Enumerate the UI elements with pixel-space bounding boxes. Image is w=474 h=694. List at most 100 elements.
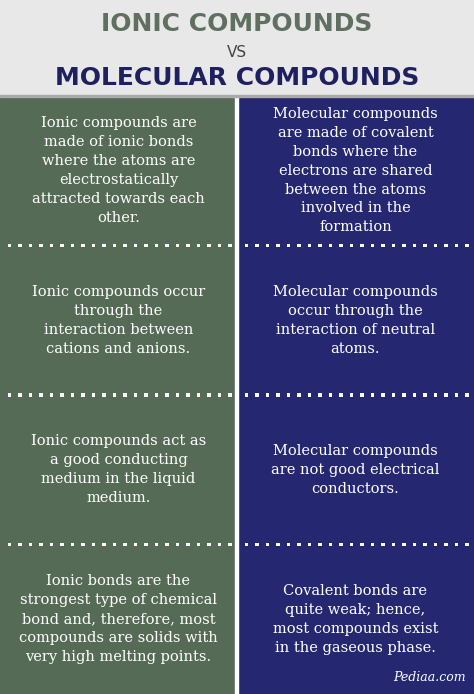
Bar (266, 543, 270, 546)
Bar (61, 543, 64, 546)
Bar (218, 393, 221, 397)
Bar (29, 543, 33, 546)
Bar (371, 244, 374, 247)
Bar (186, 543, 190, 546)
Bar (350, 393, 354, 397)
Bar (361, 543, 364, 546)
Text: Ionic compounds occur
through the
interaction between
cations and anions.: Ionic compounds occur through the intera… (32, 285, 205, 355)
Bar (228, 393, 232, 397)
Bar (266, 393, 270, 397)
Bar (228, 244, 232, 247)
Text: Pediaa.com: Pediaa.com (393, 671, 466, 684)
Bar (329, 244, 332, 247)
Bar (92, 393, 95, 397)
Bar (71, 543, 74, 546)
Bar (155, 244, 158, 247)
Bar (465, 543, 469, 546)
Bar (61, 244, 64, 247)
Bar (186, 244, 190, 247)
Bar (319, 393, 322, 397)
Bar (124, 393, 127, 397)
Bar (208, 393, 211, 397)
Bar (102, 543, 106, 546)
Bar (39, 244, 43, 247)
Bar (0, 96, 237, 246)
Bar (413, 393, 417, 397)
Bar (186, 393, 190, 397)
Bar (434, 393, 438, 397)
Bar (50, 244, 54, 247)
Text: Ionic bonds are the
strongest type of chemical
bond and, therefore, most
compoun: Ionic bonds are the strongest type of ch… (19, 575, 218, 664)
Bar (92, 244, 95, 247)
Bar (266, 244, 270, 247)
Bar (237, 544, 474, 694)
Bar (155, 393, 158, 397)
Bar (145, 543, 148, 546)
Bar (18, 393, 22, 397)
Bar (113, 244, 117, 247)
Bar (392, 393, 395, 397)
Bar (298, 393, 301, 397)
Bar (165, 244, 169, 247)
Bar (134, 393, 137, 397)
Bar (308, 244, 311, 247)
Bar (255, 393, 259, 397)
Bar (392, 543, 395, 546)
Bar (82, 244, 85, 247)
Bar (245, 393, 248, 397)
Bar (176, 393, 180, 397)
Bar (287, 393, 291, 397)
Bar (50, 393, 54, 397)
Text: Ionic compounds are
made of ionic bonds
where the atoms are
electrostatically
at: Ionic compounds are made of ionic bonds … (32, 116, 205, 225)
Text: Molecular compounds
are not good electrical
conductors.: Molecular compounds are not good electri… (271, 443, 440, 496)
Bar (276, 244, 280, 247)
Bar (382, 244, 385, 247)
Bar (319, 543, 322, 546)
Bar (423, 393, 427, 397)
Bar (434, 543, 438, 546)
Bar (113, 393, 117, 397)
Bar (145, 393, 148, 397)
Bar (287, 543, 291, 546)
Bar (382, 543, 385, 546)
Bar (124, 244, 127, 247)
Bar (329, 393, 332, 397)
Bar (236, 96, 238, 694)
Bar (350, 543, 354, 546)
Bar (361, 393, 364, 397)
Bar (465, 244, 469, 247)
Bar (237, 246, 474, 395)
Bar (434, 244, 438, 247)
Bar (339, 393, 343, 397)
Bar (255, 244, 259, 247)
Bar (276, 393, 280, 397)
Bar (228, 543, 232, 546)
Bar (71, 393, 74, 397)
Bar (423, 244, 427, 247)
Bar (237, 96, 474, 246)
Bar (339, 543, 343, 546)
Bar (0, 95, 474, 96)
Text: MOLECULAR COMPOUNDS: MOLECULAR COMPOUNDS (55, 66, 419, 90)
Bar (445, 393, 448, 397)
Bar (402, 393, 406, 397)
Bar (218, 543, 221, 546)
Bar (176, 244, 180, 247)
Bar (82, 543, 85, 546)
Bar (134, 543, 137, 546)
Bar (145, 244, 148, 247)
Bar (71, 244, 74, 247)
Bar (197, 244, 201, 247)
Bar (308, 393, 311, 397)
Bar (402, 244, 406, 247)
Bar (276, 543, 280, 546)
Bar (197, 393, 201, 397)
Bar (39, 393, 43, 397)
Bar (445, 244, 448, 247)
Bar (350, 244, 354, 247)
Bar (176, 543, 180, 546)
Bar (245, 543, 248, 546)
Bar (18, 543, 22, 546)
Bar (61, 393, 64, 397)
Text: VS: VS (227, 44, 247, 60)
